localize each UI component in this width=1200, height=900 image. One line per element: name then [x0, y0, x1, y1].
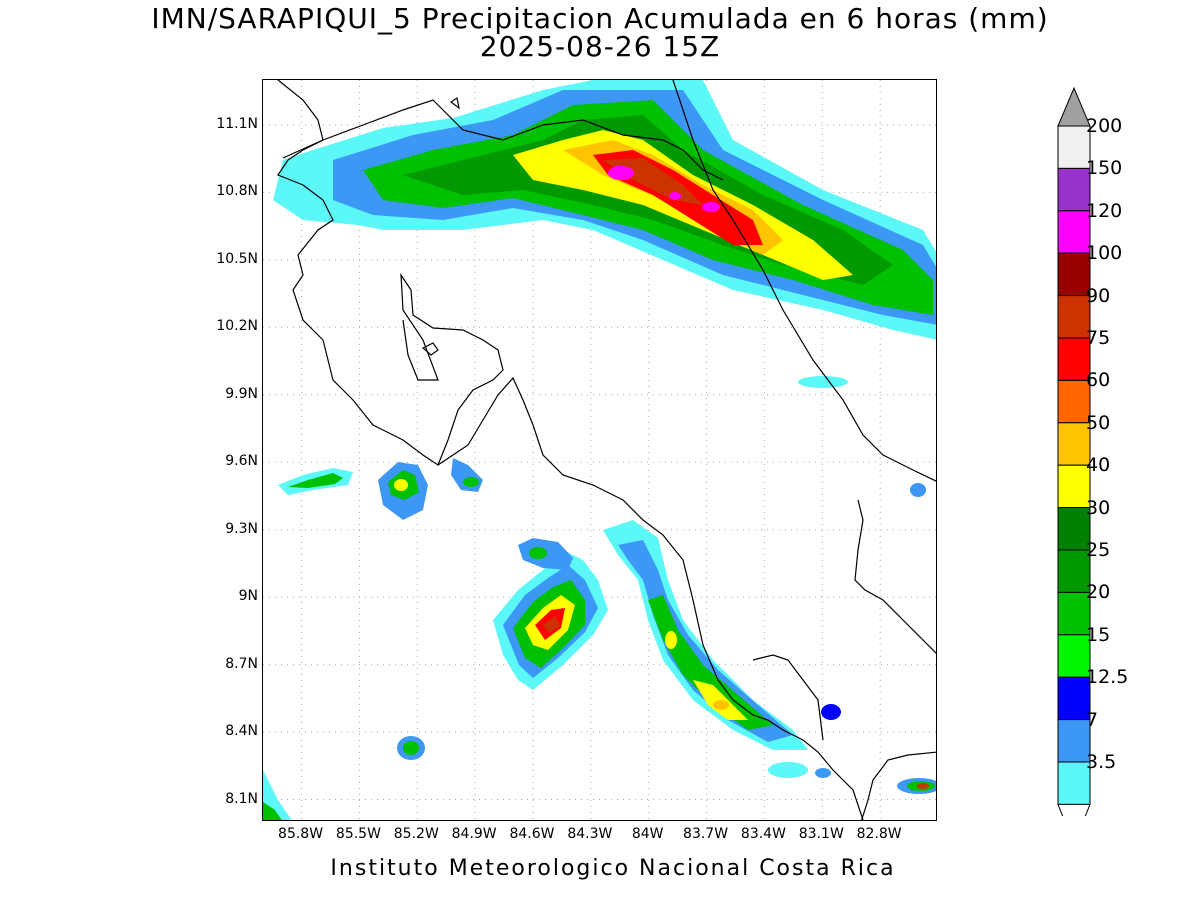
precip-cell-e1 [821, 704, 841, 720]
lon-tick-label: 83.1W [798, 826, 844, 842]
colorbar-label: 200 [1086, 115, 1123, 137]
colorbar-label: 150 [1086, 157, 1123, 180]
precip-cell-w3 [451, 458, 483, 492]
colorbar-label: 60 [1086, 369, 1111, 392]
island-small [449, 97, 460, 110]
lat-tick-label: 10.5N [216, 250, 258, 267]
colorbar-swatch [1057, 591, 1091, 636]
precip-pacific-core-2 [665, 631, 677, 649]
lat-tick-label: 9.3N [225, 520, 258, 537]
precip-cell-ne [798, 376, 848, 388]
lat-tick-label: 10.2N [216, 318, 258, 335]
coastline [277, 80, 936, 820]
lon-tick-label: 85.5W [335, 826, 381, 842]
precipitation-field [263, 80, 936, 820]
precip-pacific-green [648, 595, 773, 730]
border-panama [752, 654, 824, 741]
map-title: IMN/SARAPIQUI_5 Precipitacion Acumulada … [151, 2, 1049, 35]
colorbar-label: 7 [1086, 708, 1099, 731]
precip-cell-e5 [815, 768, 831, 778]
lat-tick-label: 9N [238, 588, 258, 605]
footer-credit: Instituto Meteorologico Nacional Costa R… [330, 856, 896, 881]
coastline-osa [861, 751, 936, 820]
lat-tick-label: 11.1N [216, 115, 258, 132]
colorbar-swatch [1057, 337, 1091, 381]
lat-tick-label: 9.6N [225, 453, 258, 470]
lon-tick-label: 84.6W [509, 826, 555, 842]
precip-south-darkred [543, 616, 560, 633]
colorbar-swatch [1057, 761, 1091, 805]
colorbar-bottom-arrow [1057, 803, 1091, 816]
lat-tick-label: 9.9N [225, 385, 258, 402]
precip-pacific-blue [618, 540, 793, 742]
coastline-gulf-nicoya [437, 376, 864, 820]
lon-tick-label: 84W [631, 826, 664, 842]
lat-tick-label: 10.8N [216, 183, 258, 200]
precip-cell-w1-core [288, 473, 343, 488]
colorbar-swatch [1057, 210, 1091, 254]
lon-tick-label: 82.8W [856, 826, 902, 842]
colorbar-swatch [1057, 295, 1091, 339]
colorbar-swatch [1057, 252, 1091, 297]
colorbar-label: 100 [1086, 242, 1123, 265]
coastline-pacific-north [277, 80, 504, 466]
colorbar-label: 40 [1086, 454, 1111, 477]
precip-cell-w2-yellow [394, 479, 408, 491]
lon-tick-label: 83.7W [683, 826, 729, 842]
colorbar-label: 75 [1086, 327, 1111, 349]
colorbar-label: 30 [1086, 496, 1111, 519]
precip-south-top-core [529, 547, 547, 559]
precip-cell-w3-core [463, 477, 479, 487]
precip-cell-e4 [768, 762, 808, 778]
map-canvas [263, 80, 936, 820]
lat-tick-label: 8.1N [225, 790, 258, 807]
border-nicaragua [282, 99, 724, 181]
colorbar-label: 3.5 [1086, 751, 1117, 773]
lon-tick-label: 85.8W [278, 826, 324, 842]
map-valid-time: 2025-08-26 15Z [479, 30, 721, 63]
precipitation-map [262, 79, 937, 821]
precip-cell-sw-core [263, 802, 282, 820]
colorbar-swatch [1057, 379, 1091, 424]
precip-max-2 [702, 202, 720, 212]
island-nicoya [421, 342, 439, 356]
colorbar-swatch [1057, 167, 1091, 212]
lon-tick-label: 84.9W [451, 826, 497, 842]
colorbar-label: 12.5 [1086, 666, 1129, 689]
lon-tick-label: 84.3W [567, 826, 613, 842]
coastline-caribbean [672, 80, 936, 482]
colorbar-swatch [1057, 549, 1091, 593]
colorbar-label: 20 [1086, 581, 1111, 604]
colorbar [1057, 86, 1091, 816]
coastline-panama [854, 499, 936, 654]
precip-pacific-orange [713, 700, 729, 710]
precip-cell-s1-core [403, 741, 419, 755]
lon-tick-label: 83.4W [740, 826, 786, 842]
precip-max-3 [669, 192, 681, 200]
colorbar-label: 50 [1086, 411, 1111, 434]
precip-pacific-yellow [693, 680, 748, 720]
lon-tick-label: 85.2W [393, 826, 439, 842]
lat-tick-label: 8.7N [225, 655, 258, 672]
colorbar-label: 120 [1086, 199, 1123, 222]
colorbar-swatch [1057, 507, 1091, 551]
precip-max-1 [608, 166, 634, 180]
precip-cell-e3 [910, 483, 926, 497]
colorbar-label: 90 [1086, 284, 1111, 307]
precip-cell-e2-max [917, 783, 929, 789]
colorbar-label: 25 [1086, 539, 1111, 561]
colorbar-label: 15 [1086, 623, 1111, 646]
lat-tick-label: 8.4N [225, 723, 258, 740]
